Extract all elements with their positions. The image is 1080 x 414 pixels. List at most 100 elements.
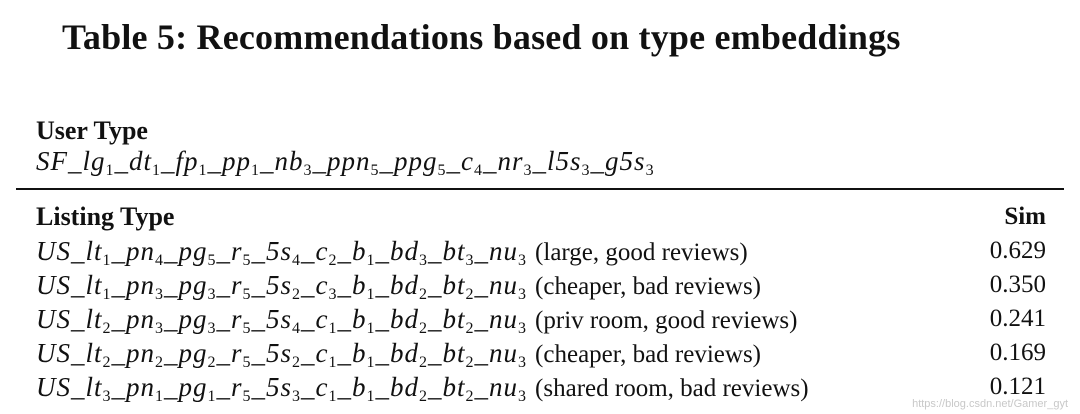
type-token: _bd (375, 269, 420, 300)
type-token-subscript: 5 (370, 162, 380, 179)
type-token-subscript: 3 (155, 319, 165, 337)
type-token: _r (216, 337, 243, 368)
type-token-subscript: 2 (419, 319, 429, 337)
type-token-subscript: 2 (102, 319, 112, 337)
listing-description: (large, good reviews) (535, 238, 748, 266)
listing-description: (shared room, bad reviews) (535, 374, 809, 402)
type-token-subscript: 3 (518, 387, 528, 405)
type-token: _r (216, 371, 243, 402)
type-token-subscript: 3 (328, 285, 338, 303)
type-token: _nu (474, 337, 519, 368)
type-token-subscript: 3 (419, 251, 429, 269)
type-token-subscript: 1 (102, 251, 112, 269)
type-token-subscript: 2 (207, 353, 217, 371)
type-token-subscript: 3 (518, 319, 528, 337)
user-type-value: SF_lg1_dt1_fp1_pp1_nb3_ppn5_ppg5_c4_nr3_… (36, 146, 655, 179)
type-token: _nb (260, 146, 304, 176)
type-token: _nu (474, 371, 519, 402)
listing-type-value: US_lt3_pn1_pg1_r5_5s3_c1_b1_bd2_bt2_nu3 (36, 371, 528, 405)
table-caption: Table 5: Recommendations based on type e… (62, 17, 901, 57)
type-token: _l5s (532, 146, 582, 176)
type-token-subscript: 5 (437, 162, 447, 179)
type-token: _b (337, 269, 367, 300)
type-token-subscript: 4 (474, 162, 484, 179)
type-token-subscript: 1 (366, 251, 376, 269)
listing-type-cell: US_lt1_pn3_pg3_r5_5s2_c3_b1_bd2_bt2_nu3(… (36, 269, 956, 303)
type-token: _pn (111, 303, 156, 334)
listing-type-cell: US_lt2_pn3_pg3_r5_5s4_c1_b1_bd2_bt2_nu3(… (36, 303, 956, 337)
type-token-subscript: 2 (155, 353, 165, 371)
type-token: _bt (428, 371, 466, 402)
type-token-subscript: 1 (366, 353, 376, 371)
type-token-subscript: 3 (518, 353, 528, 371)
type-token: _bd (375, 337, 420, 368)
type-token: _fp (161, 146, 199, 176)
listing-type-cell: US_lt2_pn2_pg2_r5_5s2_c1_b1_bd2_bt2_nu3(… (36, 337, 956, 371)
listing-type-value: US_lt1_pn4_pg5_r5_5s4_c2_b1_bd3_bt3_nu3 (36, 235, 528, 269)
type-token: _nu (474, 269, 519, 300)
type-token: _b (337, 371, 367, 402)
type-token: _c (301, 269, 329, 300)
listing-type-header: Listing Type (36, 202, 175, 231)
user-type-header: User Type (36, 116, 148, 145)
type-token: _c (301, 235, 329, 266)
type-token-subscript: 1 (105, 162, 115, 179)
type-token: US_lt (36, 337, 103, 368)
sim-value: 0.241 (989, 305, 1046, 332)
type-token-subscript: 2 (419, 285, 429, 303)
type-token-subscript: 3 (102, 387, 112, 405)
type-token-subscript: 4 (292, 319, 302, 337)
listing-description: (cheaper, bad reviews) (535, 340, 761, 368)
type-token: _nr (483, 146, 524, 176)
type-token: _bt (428, 269, 466, 300)
type-token: _c (301, 303, 329, 334)
table-body: US_lt1_pn4_pg5_r5_5s4_c2_b1_bd3_bt3_nu3(… (36, 234, 1046, 405)
listing-type-cell: US_lt1_pn4_pg5_r5_5s4_c2_b1_bd3_bt3_nu3(… (36, 235, 956, 269)
type-token-subscript: 5 (242, 319, 252, 337)
type-token-subscript: 4 (155, 251, 165, 269)
type-token-subscript: 1 (328, 319, 338, 337)
type-token: US_lt (36, 303, 103, 334)
type-token: _bt (428, 303, 466, 334)
type-token-subscript: 5 (242, 387, 252, 405)
type-token: _5s (251, 235, 293, 266)
type-token-subscript: 3 (581, 162, 591, 179)
table-row: US_lt2_pn3_pg3_r5_5s4_c1_b1_bd2_bt2_nu3(… (36, 302, 1046, 337)
type-token: _pg (164, 337, 208, 368)
type-token: _pg (164, 235, 208, 266)
type-token-subscript: 2 (102, 353, 112, 371)
type-token: _pn (111, 337, 156, 368)
type-token: _bd (375, 371, 420, 402)
table-row: US_lt1_pn4_pg5_r5_5s4_c2_b1_bd3_bt3_nu3(… (36, 234, 1046, 269)
type-token: _nu (474, 303, 519, 334)
type-token-subscript: 1 (366, 387, 376, 405)
type-token-subscript: 3 (645, 162, 655, 179)
type-token: _ppg (379, 146, 438, 176)
listing-description: (cheaper, bad reviews) (535, 272, 761, 300)
type-token-subscript: 1 (155, 387, 165, 405)
type-token: _bd (375, 303, 420, 334)
type-token: _bt (428, 235, 466, 266)
type-token: _pp (207, 146, 252, 176)
type-token-subscript: 3 (518, 251, 528, 269)
sim-value: 0.169 (989, 339, 1046, 366)
table-row: US_lt3_pn1_pg1_r5_5s3_c1_b1_bd2_bt2_nu3(… (36, 370, 1046, 405)
sim-header: Sim (1004, 203, 1046, 230)
type-token-subscript: 4 (292, 251, 302, 269)
table-header-row: Listing Type Sim (36, 200, 1046, 234)
type-token-subscript: 1 (366, 319, 376, 337)
type-token-subscript: 3 (523, 162, 533, 179)
type-token: _r (216, 235, 243, 266)
watermark: https://blog.csdn.net/Gamer_gyt (912, 398, 1068, 410)
type-token: _c (301, 337, 329, 368)
listing-description: (priv room, good reviews) (535, 306, 798, 334)
type-token-subscript: 2 (292, 285, 302, 303)
type-token: _r (216, 269, 243, 300)
type-token: _pn (111, 269, 156, 300)
listing-type-value: US_lt2_pn2_pg2_r5_5s2_c1_b1_bd2_bt2_nu3 (36, 337, 528, 371)
type-token-subscript: 5 (207, 251, 217, 269)
type-token-subscript: 3 (518, 285, 528, 303)
type-token: _b (337, 235, 367, 266)
type-token: _r (216, 303, 243, 334)
type-token: _pn (111, 235, 156, 266)
